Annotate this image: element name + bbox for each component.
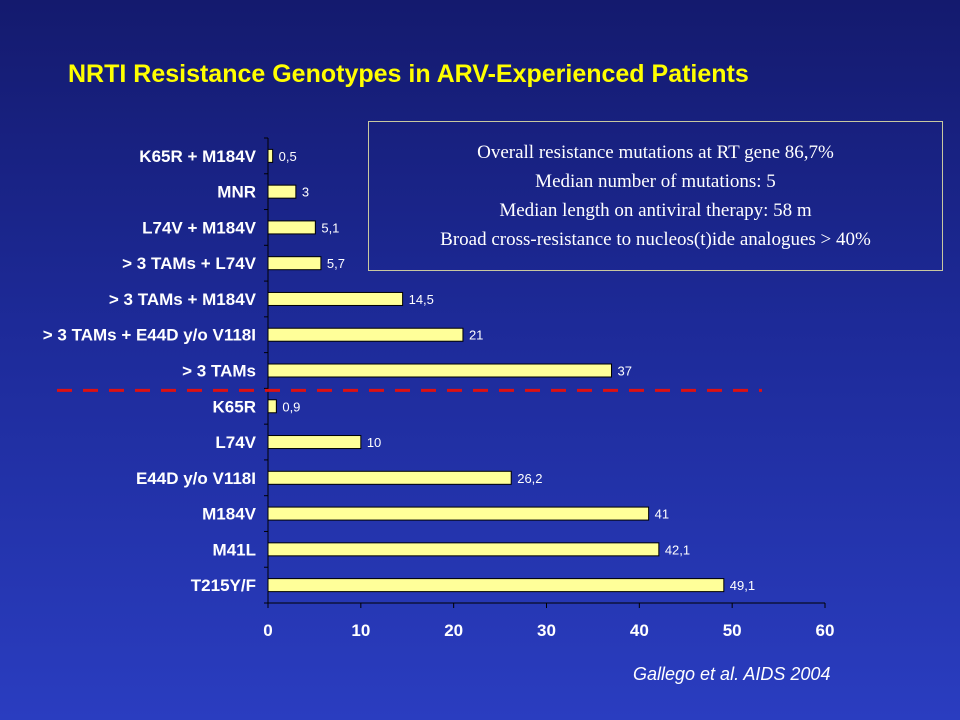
value-label-3-tams-e44d-y-o-v118i: 21 xyxy=(469,328,483,343)
bar-k65r xyxy=(267,399,277,414)
value-label-3-tams-l74v: 5,7 xyxy=(327,256,345,271)
bar-k65r-m184v xyxy=(267,148,274,163)
x-tick-label-50: 50 xyxy=(723,621,742,640)
summary-line-1: Overall resistance mutations at RT gene … xyxy=(477,142,834,163)
x-tick-label-40: 40 xyxy=(630,621,649,640)
category-label-mnr: MNR xyxy=(217,183,256,202)
x-tick-label-60: 60 xyxy=(816,621,835,640)
summary-box: Overall resistance mutations at RT gene … xyxy=(368,121,943,271)
x-tick-label-0: 0 xyxy=(263,621,272,640)
bar-3-tams xyxy=(267,363,612,378)
value-label-l74v: 10 xyxy=(367,435,381,450)
category-label-l74v-m184v: L74V + M184V xyxy=(142,218,257,237)
value-label-e44d-y-o-v118i: 26,2 xyxy=(517,471,542,486)
labels-layer: K65R + M184V 0,5 MNR 3 L74V + M184V 5,1 > 3 TA… xyxy=(43,147,835,640)
summary-line-2: Median number of mutations: 5 xyxy=(535,171,776,192)
value-label-k65r-m184v: 0,5 xyxy=(279,149,297,164)
category-label-3-tams-e44d-y-o-v118i: > 3 TAMs + E44D y/o V118I xyxy=(43,326,256,345)
bar-3-tams-e44d-y-o-v118i xyxy=(267,327,464,342)
slide-title: NRTI Resistance Genotypes in ARV-Experie… xyxy=(68,60,749,88)
bar-mnr xyxy=(267,184,297,199)
category-label-3-tams-l74v: > 3 TAMs + L74V xyxy=(122,254,257,273)
value-label-3-tams-m184v: 14,5 xyxy=(409,292,434,307)
value-label-mnr: 3 xyxy=(302,185,309,200)
bars-layer xyxy=(267,148,725,593)
category-label-3-tams: > 3 TAMs xyxy=(182,362,256,381)
category-label-k65r-m184v: K65R + M184V xyxy=(139,147,256,166)
bar-t215y-f xyxy=(267,578,725,593)
axis-layer xyxy=(57,137,826,608)
value-label-m184v: 41 xyxy=(655,507,669,522)
bar-l74v xyxy=(267,435,362,450)
category-label-k65r: K65R xyxy=(213,397,256,416)
bar-l74v-m184v xyxy=(267,220,316,235)
bar-e44d-y-o-v118i xyxy=(267,470,512,485)
bar-3-tams-l74v xyxy=(267,256,322,271)
category-label-m184v: M184V xyxy=(202,505,257,524)
x-tick-label-30: 30 xyxy=(537,621,556,640)
x-tick-label-10: 10 xyxy=(351,621,370,640)
summary-line-4: Broad cross-resistance to nucleos(t)ide … xyxy=(440,229,871,250)
citation: Gallego et al. AIDS 2004 xyxy=(633,664,831,684)
value-label-k65r: 0,9 xyxy=(282,399,300,414)
bar-3-tams-m184v xyxy=(267,291,404,306)
value-label-3-tams: 37 xyxy=(617,364,631,379)
category-label-3-tams-m184v: > 3 TAMs + M184V xyxy=(109,290,257,309)
category-label-l74v: L74V xyxy=(215,433,256,452)
category-label-t215y-f: T215Y/F xyxy=(191,576,256,595)
bar-m41l xyxy=(267,542,660,557)
bar-m184v xyxy=(267,506,650,521)
category-label-e44d-y-o-v118i: E44D y/o V118I xyxy=(136,469,256,488)
value-label-t215y-f: 49,1 xyxy=(730,578,755,593)
value-label-m41l: 42,1 xyxy=(665,542,690,557)
value-label-l74v-m184v: 5,1 xyxy=(321,220,339,235)
summary-line-3: Median length on antiviral therapy: 58 m xyxy=(499,200,812,221)
category-label-m41l: M41L xyxy=(213,540,256,559)
x-tick-label-20: 20 xyxy=(444,621,463,640)
